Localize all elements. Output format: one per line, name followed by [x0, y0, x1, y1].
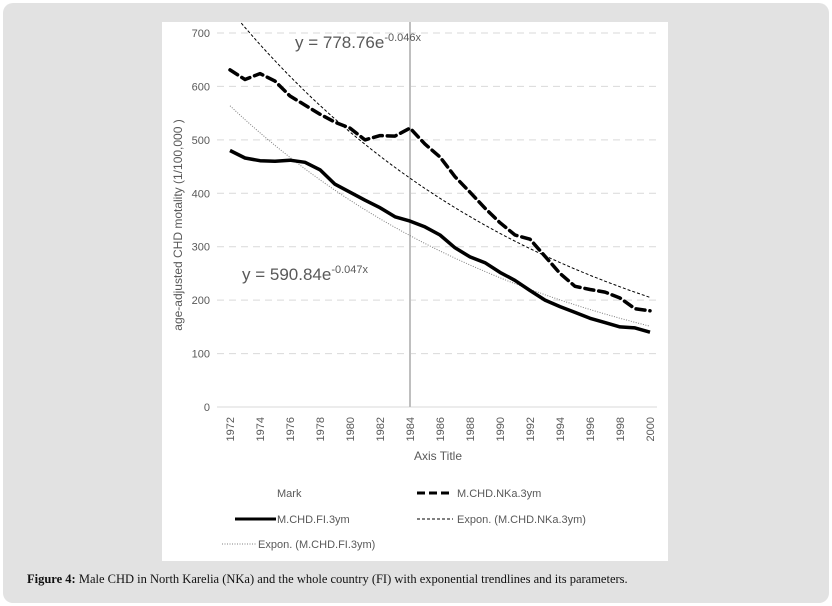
fi-trend-equation: y = 590.84e-0.047x — [242, 264, 369, 284]
x-tick-1994: 1994 — [555, 417, 567, 441]
legend-item-fi-trend[interactable]: Expon. (M.CHD.FI.3ym) — [222, 539, 375, 551]
y-tick-0: 0 — [204, 402, 210, 414]
x-tick-1980: 1980 — [345, 417, 357, 441]
y-tick-700: 700 — [192, 28, 210, 40]
trendline-fi — [229, 105, 651, 327]
fi-equation-base: y = 590.84e — [242, 265, 331, 284]
y-tick-600: 600 — [192, 81, 210, 93]
x-tick-2000: 2000 — [645, 417, 657, 441]
caption-label: Figure 4: — [27, 572, 76, 586]
x-tick-1988: 1988 — [465, 417, 477, 441]
chart-panel: 0 100 200 300 400 500 600 700 1972 1974 1976 1978 1… — [162, 22, 668, 561]
x-tick-1986: 1986 — [435, 417, 447, 441]
legend-label-nka-trend: Expon. (M.CHD.NKa.3ym) — [457, 514, 586, 526]
x-tick-1984: 1984 — [405, 417, 417, 441]
y-axis-title: age-adjusted CHD motality (1/100,000 ) — [171, 119, 185, 330]
trendline-nka — [240, 22, 651, 298]
x-tick-1974: 1974 — [255, 417, 267, 441]
y-tick-300: 300 — [192, 242, 210, 254]
legend-item-fi[interactable]: M.CHD.FI.3ym — [235, 514, 350, 526]
x-tick-1982: 1982 — [375, 417, 387, 441]
y-tick-400: 400 — [192, 188, 210, 200]
legend-label-nka: M.CHD.NKa.3ym — [457, 488, 541, 500]
x-tick-1972: 1972 — [225, 417, 237, 441]
figure-caption: Figure 4: Male CHD in North Karelia (NKa… — [27, 572, 628, 587]
y-tick-labels: 0 100 200 300 400 500 600 700 — [192, 28, 210, 414]
legend-item-nka[interactable]: M.CHD.NKa.3ym — [417, 488, 541, 500]
nka-trend-equation: y = 778.76e-0.046x — [295, 32, 422, 52]
legend-label-fi: M.CHD.FI.3ym — [277, 514, 350, 526]
x-tick-1990: 1990 — [495, 417, 507, 441]
y-tick-500: 500 — [192, 135, 210, 147]
legend: Mark M.CHD.NKa.3ym M.CHD.FI.3ym Expon. (… — [222, 488, 586, 551]
series-line-nka — [228, 68, 652, 313]
legend-label-mark: Mark — [277, 488, 302, 500]
legend-item-mark[interactable]: Mark — [277, 488, 302, 500]
y-tick-200: 200 — [192, 295, 210, 307]
x-tick-1992: 1992 — [525, 417, 537, 441]
legend-label-fi-trend: Expon. (M.CHD.FI.3ym) — [258, 539, 375, 551]
x-tick-1998: 1998 — [615, 417, 627, 441]
x-tick-1976: 1976 — [285, 417, 297, 441]
legend-item-nka-trend[interactable]: Expon. (M.CHD.NKa.3ym) — [417, 514, 586, 526]
series-line-fi — [229, 148, 651, 334]
x-axis-title: Axis Title — [414, 449, 462, 463]
x-tick-1996: 1996 — [585, 417, 597, 441]
x-tick-labels: 1972 1974 1976 1978 1980 1982 1984 1986 1988 1990… — [225, 417, 657, 441]
gridlines — [217, 32, 657, 408]
fi-equation-exponent: -0.047x — [331, 264, 368, 276]
x-tick-1978: 1978 — [315, 417, 327, 441]
nka-equation-exponent: -0.046x — [384, 32, 421, 44]
nka-equation-base: y = 778.76e — [295, 33, 384, 52]
series-lines — [228, 22, 652, 334]
caption-text: Male CHD in North Karelia (NKa) and the … — [75, 572, 628, 586]
y-tick-100: 100 — [192, 349, 210, 361]
